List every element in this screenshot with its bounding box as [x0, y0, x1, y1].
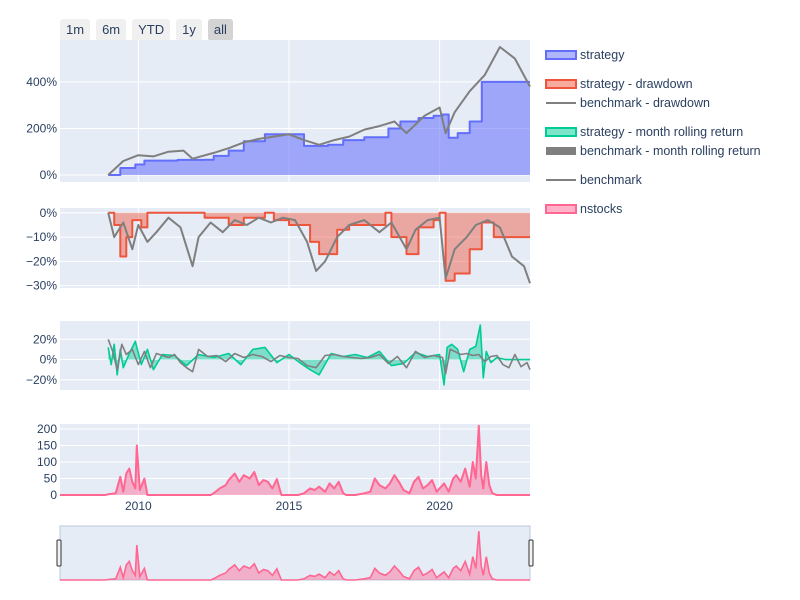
range-slider-nstocks-line	[60, 531, 530, 581]
range-button-ytd[interactable]: YTD	[132, 19, 171, 41]
strategy-line	[108, 80, 530, 176]
legend-item-strategy[interactable]: strategy	[545, 48, 625, 62]
legend-swatch	[545, 50, 577, 60]
strategy-month-rolling-return-line	[107, 324, 530, 386]
strategy-month-rolling-return-area	[108, 325, 530, 385]
legend-label: strategy - drawdown	[580, 77, 693, 91]
nstocks-line	[60, 424, 530, 496]
legend-item-benchmark-drawdown[interactable]: benchmark - drawdown	[546, 96, 710, 110]
range-button-6m[interactable]: 6m	[96, 19, 127, 41]
range-slider-left-handle[interactable]	[56, 539, 62, 567]
legend-label: strategy - month rolling return	[580, 125, 743, 139]
legend-swatch	[545, 79, 577, 89]
y-tick-label: −20%	[26, 373, 57, 387]
y-tick-label: 0%	[40, 206, 58, 220]
legend-item-benchmark[interactable]: benchmark	[546, 173, 643, 187]
benchmark-line	[107, 46, 531, 176]
range-slider-right-handle[interactable]	[528, 539, 534, 567]
range-button-1m[interactable]: 1m	[60, 19, 91, 41]
y-tick-label: 200%	[26, 121, 57, 135]
range-selector: 1m 6m YTD 1y all	[60, 19, 233, 41]
y-tick-label: 50	[44, 471, 58, 485]
legend-swatch	[545, 127, 577, 137]
y-tick-label: 0%	[40, 168, 58, 182]
y-tick-label: 20%	[33, 332, 57, 346]
legend-label: benchmark - month rolling return	[580, 144, 761, 158]
y-tick-label: −30%	[26, 279, 57, 293]
legend-label: nstocks	[580, 202, 622, 216]
strategy-area	[108, 81, 530, 175]
y-tick-label: 0	[50, 488, 57, 502]
y-tick-label: 200	[37, 422, 57, 436]
y-tick-label: 0%	[40, 353, 58, 367]
y-tick-label: −10%	[26, 230, 57, 244]
range-button-1y[interactable]: 1y	[176, 19, 202, 41]
legend-item-nstocks[interactable]: nstocks	[545, 202, 622, 216]
x-tick-label: 2010	[125, 499, 152, 513]
legend-item-strategy-month-rolling-return[interactable]: strategy - month rolling return	[545, 125, 743, 139]
y-tick-label: 100	[37, 455, 57, 469]
legend-label: benchmark	[580, 173, 643, 187]
legend-item-strategy-drawdown[interactable]: strategy - drawdown	[545, 77, 693, 91]
y-tick-label: 150	[37, 438, 57, 452]
range-button-all[interactable]: all	[207, 19, 233, 41]
legend-label: benchmark - drawdown	[580, 96, 710, 110]
benchmark-month-rolling-return-line	[107, 339, 531, 375]
benchmark-drawdown-line	[107, 212, 531, 284]
legend-item-benchmark-month-rolling-return[interactable]: benchmark - month rolling return	[546, 144, 761, 158]
strategy-drawdown-line	[108, 211, 530, 282]
x-tick-label: 2015	[276, 499, 303, 513]
y-tick-label: −20%	[26, 254, 57, 268]
x-tick-label: 2020	[426, 499, 453, 513]
legend-swatch	[545, 204, 577, 214]
y-tick-label: 400%	[26, 75, 57, 89]
legend-label: strategy	[580, 48, 625, 62]
